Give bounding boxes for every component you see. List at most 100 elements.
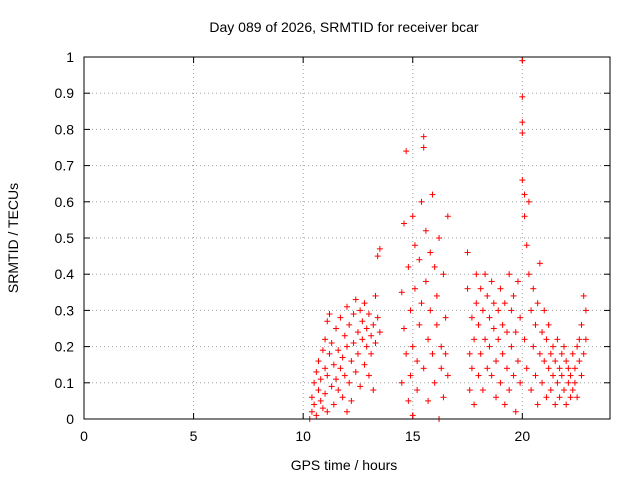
data-point bbox=[322, 336, 329, 343]
data-point bbox=[414, 387, 421, 394]
data-point bbox=[344, 303, 350, 310]
data-point bbox=[552, 401, 559, 408]
x-tick-label: 20 bbox=[515, 428, 531, 444]
data-point bbox=[407, 307, 414, 314]
data-point bbox=[328, 383, 335, 390]
data-point bbox=[473, 300, 480, 307]
data-point bbox=[554, 379, 561, 386]
data-point bbox=[543, 394, 550, 401]
y-tick-label: 1 bbox=[66, 49, 74, 65]
y-tick-label: 0.6 bbox=[55, 194, 75, 210]
data-point bbox=[528, 307, 535, 314]
y-tick-label: 0.5 bbox=[55, 230, 75, 246]
data-point bbox=[534, 401, 541, 408]
data-point bbox=[519, 130, 526, 137]
data-point bbox=[422, 227, 429, 234]
data-point bbox=[372, 292, 379, 299]
data-point bbox=[495, 307, 502, 314]
data-point bbox=[525, 271, 532, 278]
y-tick-label: 0.8 bbox=[55, 121, 75, 137]
data-point bbox=[539, 379, 546, 386]
data-point bbox=[438, 343, 445, 350]
data-point bbox=[444, 213, 451, 220]
data-point bbox=[466, 387, 473, 394]
data-point bbox=[370, 321, 377, 328]
data-point bbox=[403, 148, 410, 155]
data-point bbox=[558, 372, 565, 379]
data-point bbox=[416, 256, 423, 263]
y-tick-label: 0.9 bbox=[55, 85, 75, 101]
data-point bbox=[315, 387, 322, 394]
data-point bbox=[506, 387, 513, 394]
data-point bbox=[348, 397, 355, 404]
data-point bbox=[536, 260, 543, 267]
data-point bbox=[339, 394, 346, 401]
data-point bbox=[425, 336, 432, 343]
data-point bbox=[442, 350, 449, 357]
data-point bbox=[308, 408, 315, 415]
data-point bbox=[420, 133, 427, 140]
data-point bbox=[519, 57, 526, 64]
data-point bbox=[468, 314, 475, 321]
data-point bbox=[521, 191, 528, 198]
data-point bbox=[440, 394, 447, 401]
data-point bbox=[490, 300, 497, 307]
data-point bbox=[339, 354, 346, 361]
data-point bbox=[350, 311, 357, 318]
data-point bbox=[433, 292, 440, 299]
data-point bbox=[578, 372, 585, 379]
data-point bbox=[519, 119, 526, 126]
data-point bbox=[359, 336, 366, 343]
data-point bbox=[574, 394, 581, 401]
tick-layer: 0 5 10 15 20 0 0.1 0.2 0.3 0.4 0.5 0.6 0.7 0.8 0.9 1 bbox=[55, 49, 610, 444]
data-point bbox=[311, 401, 318, 408]
data-point bbox=[574, 343, 581, 350]
data-point bbox=[565, 379, 572, 386]
data-point bbox=[464, 285, 471, 292]
data-point bbox=[431, 263, 438, 270]
x-tick-label: 5 bbox=[190, 428, 198, 444]
data-point bbox=[365, 372, 372, 379]
data-point bbox=[576, 336, 583, 343]
data-point bbox=[350, 339, 357, 346]
y-tick-label: 0.2 bbox=[55, 339, 75, 355]
data-point bbox=[506, 271, 513, 278]
y-tick-label: 0.1 bbox=[55, 375, 75, 391]
data-point bbox=[560, 387, 567, 394]
data-point bbox=[337, 365, 344, 372]
data-point bbox=[319, 347, 326, 354]
data-point bbox=[317, 397, 324, 404]
data-point bbox=[482, 271, 489, 278]
data-point bbox=[514, 278, 521, 285]
data-point bbox=[357, 307, 364, 314]
data-point bbox=[532, 321, 539, 328]
data-point bbox=[534, 300, 541, 307]
data-point bbox=[514, 358, 521, 365]
data-point bbox=[486, 314, 493, 321]
data-point bbox=[444, 372, 451, 379]
data-point bbox=[519, 93, 526, 100]
data-point bbox=[580, 292, 587, 299]
grid-layer bbox=[84, 57, 610, 419]
data-point bbox=[427, 249, 434, 256]
data-point bbox=[512, 408, 519, 415]
x-tick-label: 0 bbox=[80, 428, 88, 444]
data-point bbox=[475, 321, 482, 328]
data-point bbox=[567, 394, 574, 401]
data-point bbox=[569, 387, 576, 394]
data-point bbox=[416, 321, 423, 328]
data-point bbox=[471, 401, 478, 408]
data-point bbox=[425, 397, 432, 404]
data-point bbox=[440, 271, 447, 278]
data-point bbox=[558, 350, 565, 357]
data-point bbox=[308, 394, 315, 401]
data-point bbox=[433, 321, 440, 328]
data-point bbox=[519, 177, 526, 184]
data-point bbox=[368, 332, 375, 339]
data-point bbox=[479, 387, 486, 394]
data-point bbox=[510, 372, 517, 379]
data-point bbox=[552, 358, 559, 365]
data-point bbox=[359, 318, 366, 325]
data-point bbox=[368, 350, 375, 357]
